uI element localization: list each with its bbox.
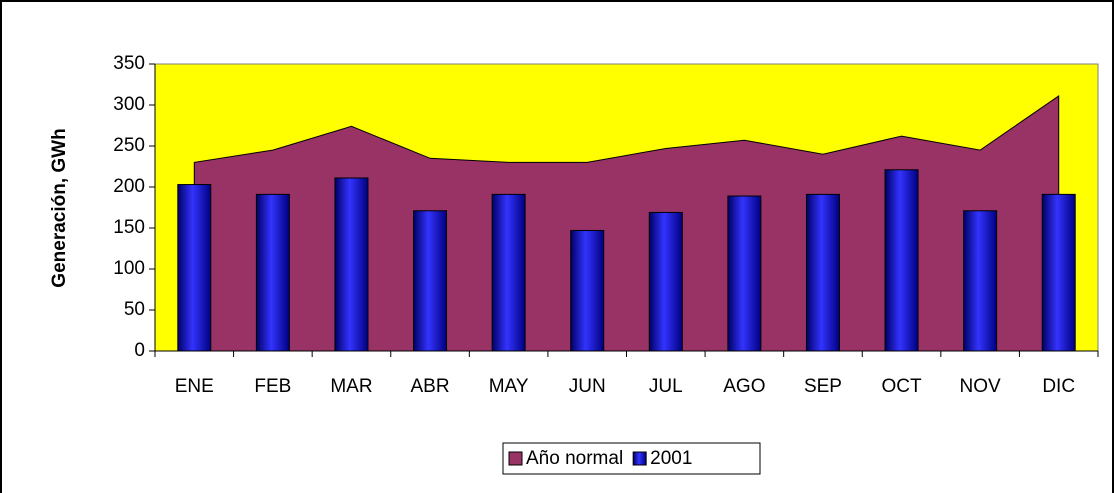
y-tick-label: 200 — [113, 176, 145, 197]
legend-swatch — [508, 451, 523, 466]
x-tick-label: ABR — [411, 376, 450, 397]
legend-label: Año normal — [526, 448, 623, 469]
bar — [334, 177, 369, 352]
y-tick-label: 0 — [134, 340, 145, 361]
bar — [255, 193, 290, 352]
legend: Año normal 2001 — [502, 442, 761, 475]
y-tick-label: 100 — [113, 258, 145, 279]
bar — [884, 169, 919, 352]
y-tick-label: 150 — [113, 217, 145, 238]
legend-swatch — [632, 451, 647, 466]
area — [193, 95, 1060, 352]
x-tick-label: AGO — [723, 376, 765, 397]
x-tick-label: MAY — [489, 376, 529, 397]
x-tick-label: ENE — [175, 376, 214, 397]
bar — [491, 193, 526, 352]
x-tick-label: JUN — [569, 376, 606, 397]
legend-label: 2001 — [650, 448, 692, 469]
bar — [963, 210, 998, 352]
x-tick-label: FEB — [254, 376, 291, 397]
bar — [727, 195, 762, 352]
x-tick-label: NOV — [960, 376, 1002, 397]
x-tick-label: MAR — [330, 376, 372, 397]
x-tick-label: OCT — [881, 376, 922, 397]
y-tick-label: 50 — [124, 299, 145, 320]
x-tick-label: SEP — [804, 376, 842, 397]
bar — [1041, 193, 1076, 352]
y-tick-label: 300 — [113, 94, 145, 115]
y-tick-label: 350 — [113, 53, 145, 74]
bar — [177, 184, 212, 352]
x-tick-label: DIC — [1042, 376, 1075, 397]
y-tick-label: 250 — [113, 135, 145, 156]
bar — [805, 193, 840, 352]
bar — [570, 229, 605, 352]
bar — [413, 210, 448, 352]
y-axis-label: Generación, GWh — [49, 128, 70, 287]
legend-box — [502, 442, 761, 475]
bar — [648, 211, 683, 352]
x-tick-label: JUL — [649, 376, 683, 397]
